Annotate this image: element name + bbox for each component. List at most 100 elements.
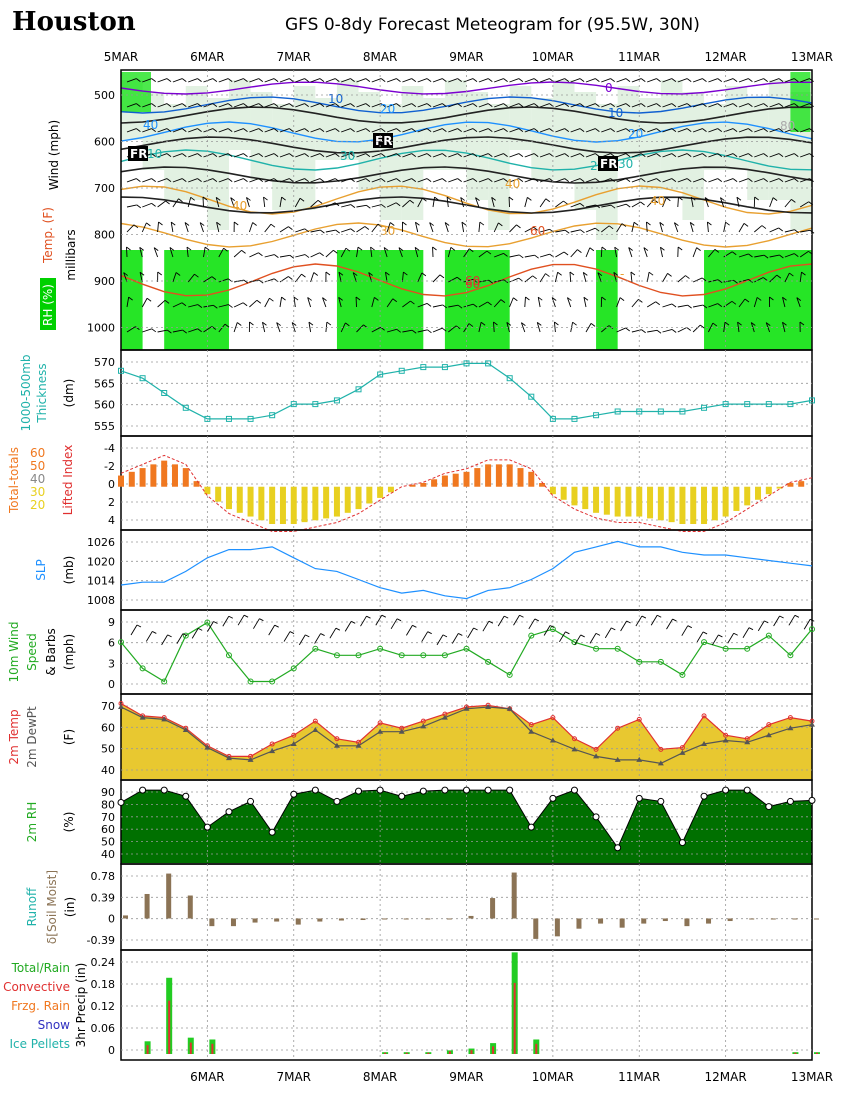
rh2m-ytick: 80: [101, 798, 115, 811]
rh-shade: [617, 86, 640, 160]
wind-barb: [585, 178, 596, 183]
surface-wind-barb: [604, 627, 612, 639]
wind-barb: [402, 153, 412, 158]
wind-barb: [723, 300, 733, 308]
wind-barb: [631, 299, 639, 308]
lifted-index-bar: [409, 484, 416, 487]
wind-barb-flag: [456, 276, 462, 281]
lifted-index-bar: [344, 486, 351, 513]
lifted-index-bar: [355, 486, 362, 510]
wind-barb-flag: [503, 153, 508, 157]
wind-barb-flag: [778, 227, 784, 232]
wind-barb: [520, 322, 526, 333]
wind-barb-flag: [246, 197, 251, 201]
dewpoint-point: [809, 721, 815, 727]
height-contour: [120, 166, 813, 184]
total-totals-legend: 60: [30, 446, 45, 460]
wind-barb-flag: [503, 279, 509, 284]
wind-barb: [417, 329, 428, 333]
lifted-index-bar: [301, 486, 308, 523]
wind-barb-flag: [230, 197, 235, 201]
wind-barb: [371, 297, 375, 308]
freezing-label: FR: [600, 157, 617, 171]
wind-barb-flag: [319, 128, 325, 132]
wind-barb-flag: [671, 103, 677, 107]
wind-barb: [539, 178, 550, 183]
wind-barb: [157, 329, 168, 333]
wind-barb-flag: [151, 328, 157, 333]
rh-shade: [466, 92, 489, 200]
wind-barb: [494, 78, 504, 83]
wind-barb: [692, 103, 703, 108]
wind-barb: [478, 78, 489, 83]
wind-barb-flag: [610, 204, 616, 209]
wind-barb: [291, 322, 296, 333]
rh2m-label: 2m RH: [25, 802, 39, 843]
thickness-point: [269, 412, 276, 419]
wind-barb-flag: [139, 271, 145, 276]
wind-barb: [370, 247, 373, 258]
date-label: 5MAR: [104, 50, 139, 64]
wind-barb: [555, 78, 565, 83]
soil-moisture-bar: [814, 918, 819, 920]
wind-barb-flag: [304, 78, 309, 82]
wind-barb: [429, 222, 434, 233]
soil-moisture-bar: [123, 915, 128, 919]
wind-barb-flag: [457, 304, 463, 309]
dewpoint-point: [139, 714, 146, 720]
wind-barb-flag: [717, 103, 723, 107]
wind-barb-flag: [350, 228, 355, 233]
wind-barb: [582, 272, 587, 283]
wind-barb-flag: [299, 197, 305, 202]
wind-barb: [769, 128, 780, 133]
wind-barb-flag: [472, 278, 478, 283]
wind-barb-flag: [732, 128, 738, 132]
wind-barb-flag: [374, 296, 379, 301]
wind-barb: [754, 78, 764, 83]
wind-barb: [478, 222, 481, 233]
rh-point: [484, 786, 492, 794]
surface-wind-barb-flag: [687, 625, 693, 629]
wind-barb: [402, 103, 412, 108]
wind-barb: [754, 103, 764, 108]
wind-barb-flag: [258, 78, 264, 82]
rh-high-shade: [444, 250, 467, 350]
wind-barb: [754, 178, 764, 183]
rh2m-ytick: 40: [101, 848, 115, 861]
temp-point: [269, 741, 275, 747]
wind-barb-flag: [508, 196, 514, 201]
wind-barb-flag: [472, 153, 478, 157]
lifted-index-bar: [258, 486, 265, 521]
rh-high-shade: [164, 250, 229, 350]
wind-barb: [279, 153, 290, 158]
wind-barb-flag: [671, 78, 677, 82]
wind-barb-flag: [782, 296, 787, 301]
wind-barb: [417, 272, 423, 283]
date-label: 11MAR: [618, 1070, 660, 1084]
surface-wind-barb-flag: [779, 615, 784, 619]
temp-point: [593, 746, 599, 752]
rh-shade: [704, 104, 726, 170]
wind-barb-flag: [625, 103, 631, 107]
wind-barb-flag: [158, 221, 163, 226]
wind-barb: [463, 153, 474, 158]
wind-barb: [417, 153, 428, 158]
rh-point: [743, 786, 751, 794]
wind-barb: [126, 178, 137, 183]
wind-barb-flag: [641, 103, 646, 107]
lifted-index-bar: [333, 486, 340, 517]
wind-barb-flag: [641, 178, 646, 182]
wind-barb: [172, 78, 183, 83]
wind-barb: [415, 222, 419, 233]
wind-barb: [692, 78, 703, 83]
thickness-point: [420, 364, 427, 371]
wind-barb: [585, 323, 592, 333]
wind-barb-flag: [291, 322, 297, 326]
wind-barb: [601, 103, 611, 108]
temp2m-label: 2m DewPt: [25, 706, 39, 768]
surface-wind-barb-flag: [136, 624, 142, 628]
surface-wind-barb: [130, 624, 138, 636]
wind-barb: [325, 178, 336, 183]
surface-wind-barb-flag: [259, 618, 264, 622]
wind-barb: [800, 153, 810, 158]
